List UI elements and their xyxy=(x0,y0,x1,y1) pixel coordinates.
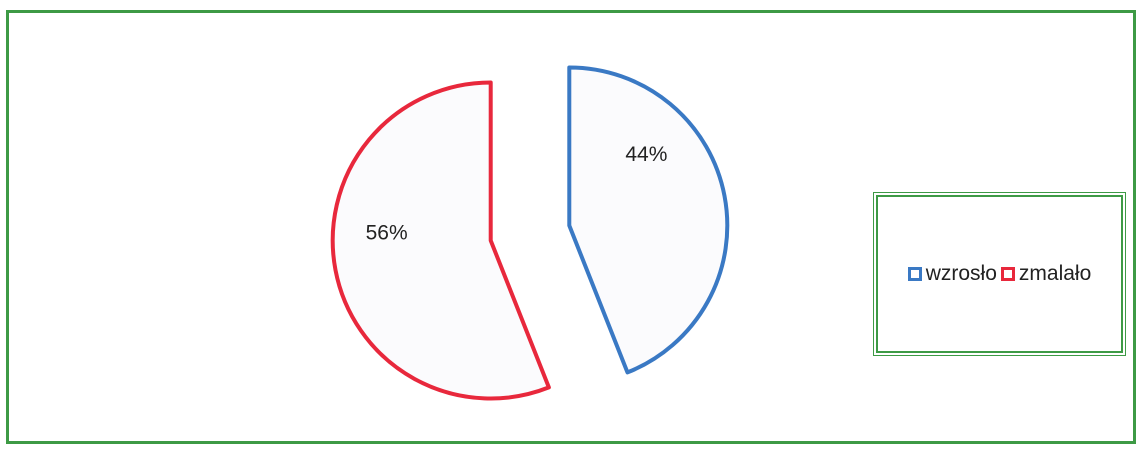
legend-swatch-blue-icon xyxy=(907,267,922,281)
chart-frame: 44% 56% wzrosło zmalało xyxy=(6,10,1136,444)
chart-legend: wzrosło zmalało xyxy=(873,192,1126,356)
legend-label: wzrosło xyxy=(925,262,997,285)
legend-swatch-red-icon xyxy=(1000,267,1015,281)
legend-label: zmalało xyxy=(1018,262,1092,285)
legend-item-zmalalo: zmalało xyxy=(1000,262,1092,286)
pie-chart: 44% 56% xyxy=(330,65,730,401)
pie-slice-1 xyxy=(330,80,551,401)
slice-label-0: 44% xyxy=(625,143,667,166)
legend-item-wzroslo: wzrosło xyxy=(907,262,997,286)
pie-slice-0 xyxy=(567,65,730,375)
slice-label-1: 56% xyxy=(366,222,408,245)
